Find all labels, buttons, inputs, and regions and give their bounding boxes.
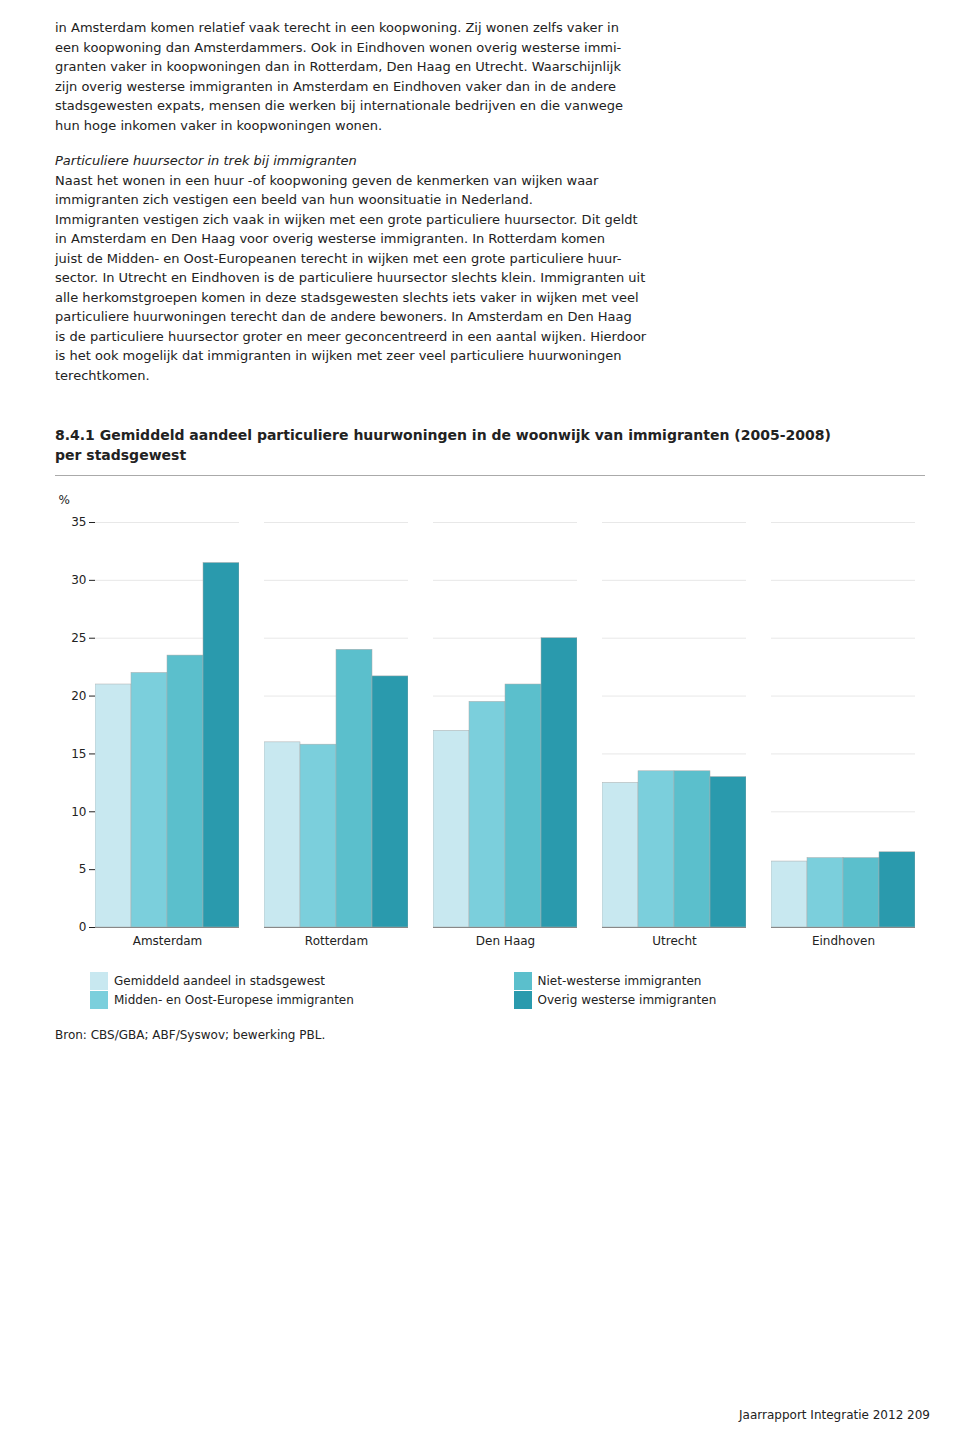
html-text:zijn overig westerse immigrant: zijn overig westerse immigranten in Amst… <box>55 78 617 94</box>
html-text:particuliere huurwoningen tere: particuliere huurwoningen terecht dan de… <box>55 309 632 324</box>
html-text:is het ook mogelijk dat immigr: is het ook mogelijk dat immigranten in w… <box>55 348 622 363</box>
html-text:Immigranten vestigen zich vaak: Immigranten vestigen zich vaak in wijken… <box>55 211 638 227</box>
svg-text:5: 5 <box>79 862 87 876</box>
html-text:stadsgewesten expats, mensen d: stadsgewesten expats, mensen die werken … <box>55 98 623 113</box>
svg-text:Den Haag: Den Haag <box>476 934 535 948</box>
html-text:granten vaker in koopwoningen: granten vaker in koopwoningen dan in Rot… <box>55 59 621 74</box>
html-text:per stadsgewest: per stadsgewest <box>55 447 187 463</box>
svg-text:%: % <box>59 493 70 507</box>
html-text:Gemiddeld aandeel in stadsgewe: Gemiddeld aandeel in stadsgewest <box>114 974 325 988</box>
svg-text:10: 10 <box>71 805 86 819</box>
svg-text:35: 35 <box>71 515 86 529</box>
html-text:juist de Midden- en Oost-Europ: juist de Midden- en Oost-Europeanen tere… <box>55 250 622 266</box>
svg-text:Amsterdam: Amsterdam <box>133 934 203 948</box>
html-text:Midden- en Oost-Europese immig: Midden- en Oost-Europese immigranten <box>114 993 354 1007</box>
html-text:Particuliere huursector in tre: Particuliere huursector in trek bij immi… <box>55 153 357 168</box>
html-text:is de particuliere huursector: is de particuliere huursector groter en … <box>55 328 647 344</box>
html-text:8.4.1 Gemiddeld aandeel partic: 8.4.1 Gemiddeld aandeel particuliere huu… <box>55 427 831 443</box>
svg-text:Rotterdam: Rotterdam <box>305 934 368 948</box>
svg-text:25: 25 <box>71 631 86 645</box>
svg-text:Eindhoven: Eindhoven <box>812 934 875 948</box>
svg-text:Utrecht: Utrecht <box>652 934 697 948</box>
html-text:terechtkomen.: terechtkomen. <box>55 367 150 383</box>
html-text:Niet-westerse immigranten: Niet-westerse immigranten <box>537 974 702 988</box>
html-text:alle herkomstgroepen komen in: alle herkomstgroepen komen in deze stads… <box>55 289 639 305</box>
svg-text:0: 0 <box>79 920 87 934</box>
svg-text:20: 20 <box>71 689 86 703</box>
html-text:Bron: CBS/GBA; ABF/Syswov; bew: Bron: CBS/GBA; ABF/Syswov; bewerking PBL… <box>55 1028 326 1042</box>
html-text:in Amsterdam komen relatief va: in Amsterdam komen relatief vaak terecht… <box>55 20 619 35</box>
html-text:een koopwoning dan Amsterdamme: een koopwoning dan Amsterdammers. Ook in… <box>55 39 622 55</box>
svg-text:30: 30 <box>71 573 86 587</box>
html-text:sector. In Utrecht en Eindhove: sector. In Utrecht en Eindhoven is de pa… <box>55 270 646 285</box>
html-text:in Amsterdam en Den Haag voor: in Amsterdam en Den Haag voor overig wes… <box>55 231 605 246</box>
html-text:Naast het wonen in een huur -o: Naast het wonen in een huur -of koopwoni… <box>55 172 599 188</box>
html-text:Overig westerse immigranten: Overig westerse immigranten <box>537 993 717 1007</box>
svg-text:15: 15 <box>71 747 86 761</box>
html-text:hun hoge inkomen vaker in koop: hun hoge inkomen vaker in koopwoningen w… <box>55 117 383 133</box>
html-text:Jaarrapport Integratie 2012 20: Jaarrapport Integratie 2012 209 <box>739 1408 930 1422</box>
html-text:immigranten zich vestigen een: immigranten zich vestigen een beeld van … <box>55 192 533 207</box>
